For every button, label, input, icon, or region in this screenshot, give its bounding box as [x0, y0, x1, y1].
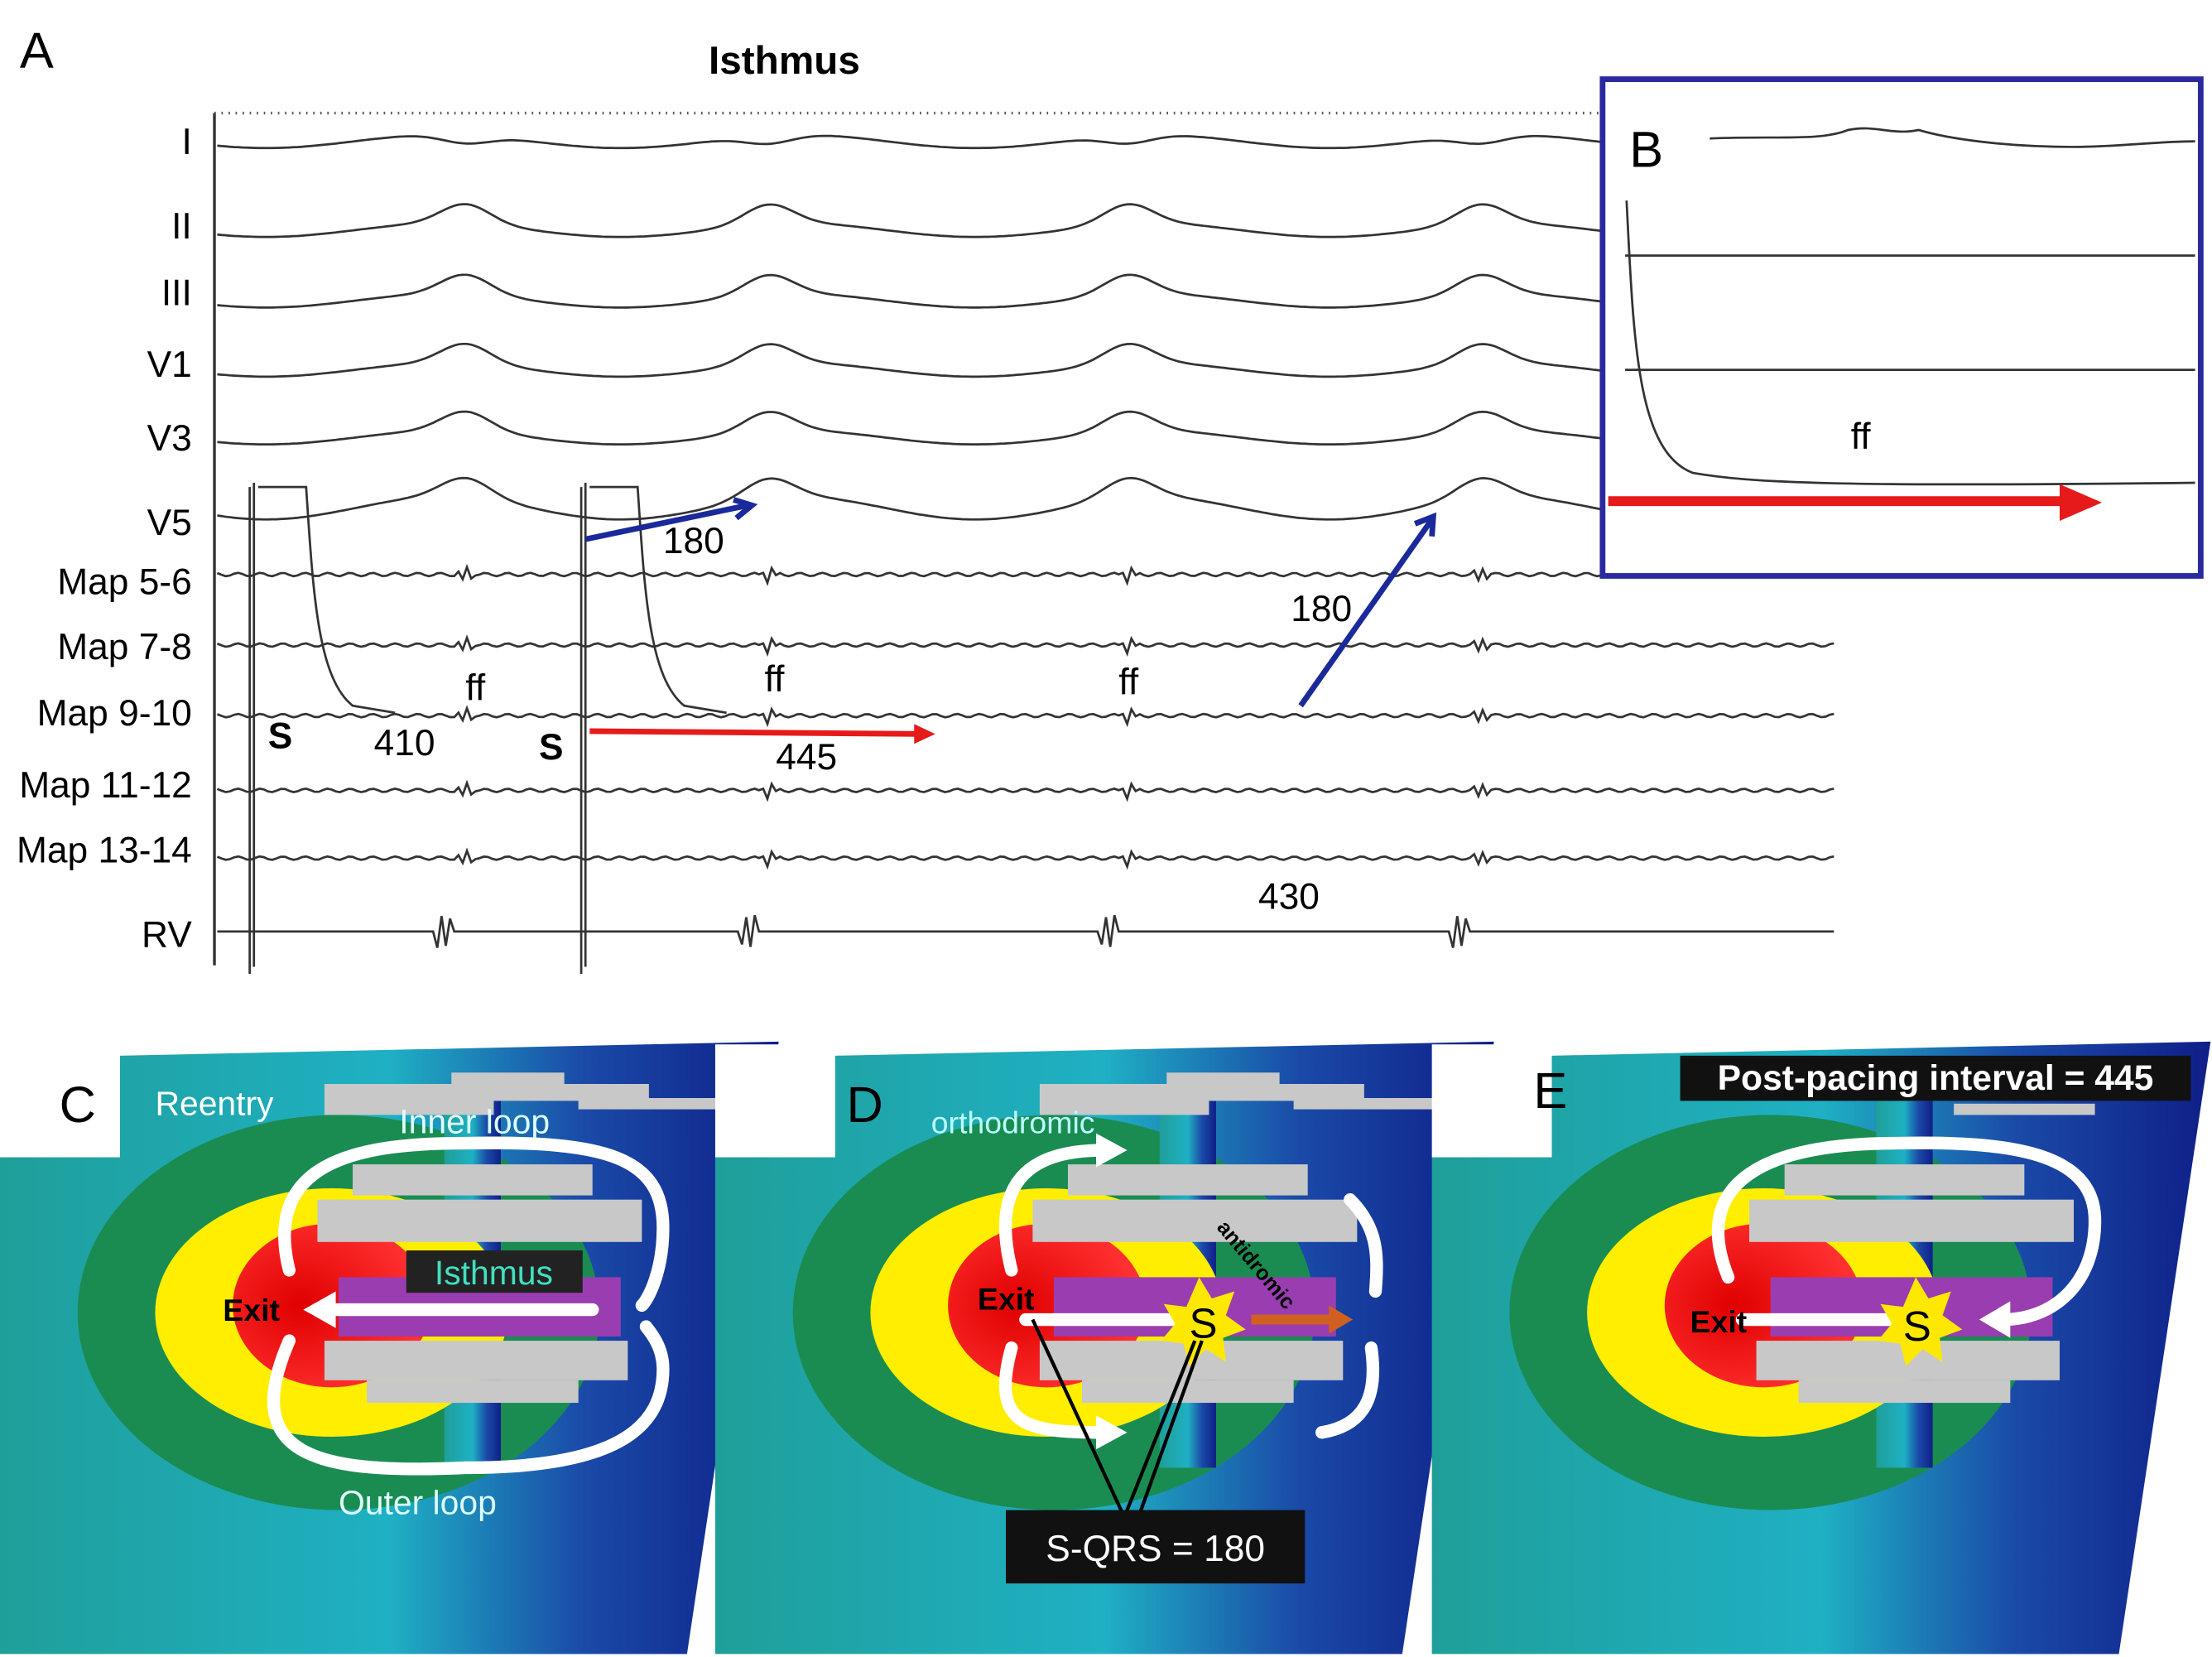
annotation: S: [268, 715, 293, 756]
annotation: ff: [765, 659, 786, 700]
panel-c: C Reentry Inner loop Isthmus Exit Outer …: [0, 1041, 779, 1655]
lead-label: II: [171, 206, 192, 247]
panel-title: Isthmus: [709, 39, 860, 83]
panel-label: A: [20, 22, 54, 79]
trace: [216, 779, 1835, 802]
trace: [216, 847, 1835, 870]
panel-label: C: [60, 1076, 96, 1133]
label: Exit: [978, 1282, 1035, 1317]
pacing-artifact: [248, 483, 396, 975]
arrow-head: [914, 724, 935, 744]
annotation: ff: [1851, 417, 1872, 457]
trace: [217, 342, 1602, 378]
trace: [217, 273, 1602, 309]
label: Exit: [223, 1293, 280, 1327]
trace: [1625, 200, 2195, 486]
trace: [217, 914, 1835, 948]
trace: [1625, 254, 2195, 372]
label: Inner loop: [399, 1103, 550, 1141]
arrow-head: [733, 497, 758, 521]
inset-box: [1599, 76, 2204, 579]
trace: [216, 705, 1835, 728]
label: Reentry: [155, 1084, 274, 1122]
annotations: 180 180 410 445 430 ff ff ff S S: [268, 521, 1352, 917]
label: Outer loop: [339, 1484, 497, 1522]
annotation: ff: [1118, 662, 1139, 703]
label: Isthmus: [435, 1254, 553, 1292]
panel-label: E: [1533, 1062, 1567, 1119]
lead-label: Map 5-6: [57, 562, 192, 603]
annotation: 410: [374, 723, 435, 763]
trace: [217, 410, 1602, 446]
trace: [217, 203, 1602, 238]
panel-e: E Post-pacing interval = 445 Exit S: [1431, 1041, 2211, 1655]
lead-label: RV: [142, 915, 192, 956]
lead-label: Map 13-14: [17, 830, 192, 870]
label: S: [1903, 1303, 1931, 1350]
lead-label: III: [161, 272, 192, 313]
label: S: [1190, 1300, 1218, 1347]
trace: [1709, 127, 2195, 148]
annotation: 180: [663, 521, 724, 561]
label: Post-pacing interval = 445: [1718, 1058, 2154, 1098]
lead-label: I: [181, 122, 191, 162]
traces: [216, 134, 1835, 975]
label: orthodromic: [931, 1105, 1095, 1140]
trace: [217, 134, 1602, 150]
lead-label: V1: [147, 344, 192, 385]
arrow: [584, 502, 748, 542]
panel-label: D: [846, 1076, 882, 1133]
trace: [216, 563, 1835, 586]
arrow: [589, 728, 917, 737]
trace: [217, 476, 1602, 521]
lead-label: V3: [147, 418, 192, 459]
annotation: 445: [776, 737, 837, 778]
lead-label: V5: [147, 503, 192, 543]
label: S-QRS = 180: [1046, 1529, 1265, 1569]
annotation: 430: [1258, 877, 1320, 918]
arrow-head: [2059, 484, 2103, 522]
pacing-artifact: [579, 483, 727, 975]
panel-label: B: [1629, 120, 1663, 177]
annotation: S: [539, 727, 564, 768]
lead-label: Map 9-10: [37, 693, 192, 734]
annotation: 180: [1291, 589, 1352, 629]
annotation: ff: [465, 667, 486, 708]
label: Exit: [1690, 1304, 1747, 1339]
arrow: [1298, 518, 1435, 708]
panel-d: D orthodromic antidromic Exit S S-QRS = …: [714, 1041, 1494, 1655]
trace: [216, 634, 1835, 658]
lead-label: Map 11-12: [19, 765, 191, 806]
arrow-head: [1413, 512, 1437, 537]
lead-label: Map 7-8: [57, 627, 192, 667]
